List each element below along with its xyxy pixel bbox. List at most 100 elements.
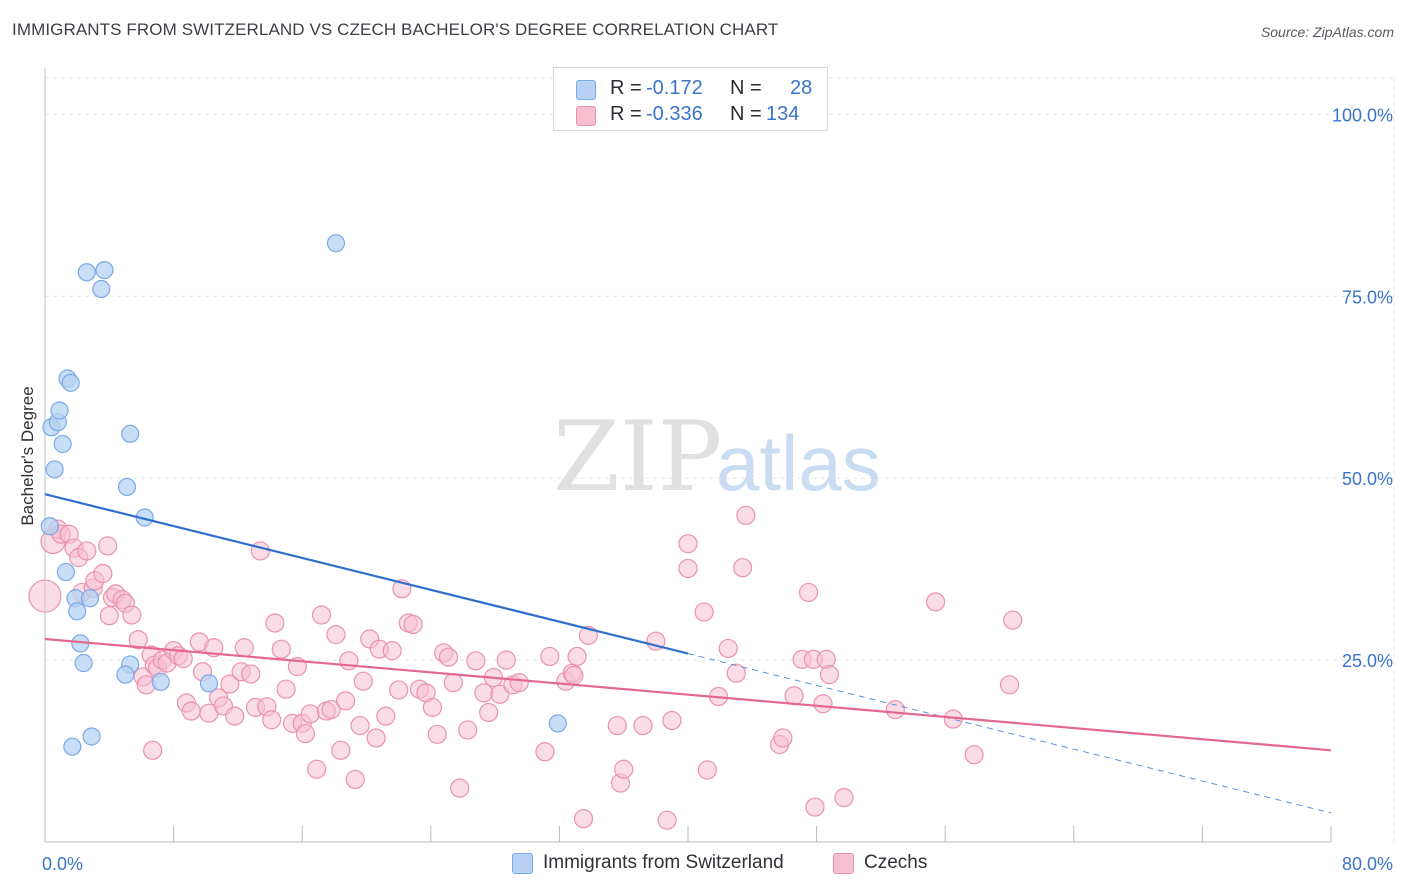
- czechs-point: [181, 701, 201, 721]
- czechs-point: [535, 742, 555, 762]
- czechs-point: [350, 715, 370, 736]
- czechs-point: [718, 638, 738, 659]
- series-switzerland-points: [40, 234, 567, 756]
- y-tick-label: 75.0%: [1342, 287, 1393, 307]
- switzerland-point: [50, 401, 69, 420]
- czechs-point: [726, 663, 746, 683]
- switzerland-point: [61, 373, 80, 392]
- czechs-swatch: [576, 106, 596, 126]
- legend-label: Immigrants from Switzerland: [543, 852, 784, 873]
- czechs-point: [98, 536, 118, 556]
- czechs-point: [496, 650, 516, 670]
- switzerland-point: [56, 562, 75, 582]
- czechs-point: [241, 664, 261, 684]
- trend-lines: [44, 493, 1332, 814]
- czechs-point: [607, 715, 627, 736]
- czechs-point: [336, 691, 356, 711]
- switzerland-point: [121, 424, 140, 443]
- stats-row-switzerland: R = -0.172 N = 28: [554, 76, 827, 102]
- czechs-point: [999, 675, 1020, 695]
- n-value: 28: [790, 77, 813, 99]
- czechs-point: [225, 706, 245, 726]
- czechs-point: [678, 558, 698, 579]
- czechs-point: [331, 740, 351, 760]
- n-key: N =: [730, 103, 762, 125]
- r-value: -0.172: [646, 77, 703, 99]
- stats-row-czechs: R = -0.336 N = 134: [554, 102, 827, 128]
- czechs-point: [276, 679, 296, 699]
- czechs-point: [813, 694, 833, 714]
- y-axis-label: Bachelor's Degree: [18, 386, 37, 525]
- x-tick-label: 80.0%: [1342, 854, 1393, 874]
- watermark: ZIP atlas: [553, 401, 881, 513]
- y-tick-label: 50.0%: [1342, 469, 1393, 489]
- czechs-point: [633, 715, 653, 736]
- czechs-point: [353, 671, 373, 691]
- czechs-point: [173, 649, 193, 669]
- czechs-point: [773, 728, 793, 748]
- czechs-point: [143, 740, 163, 760]
- czechs-point: [540, 646, 560, 667]
- czechs-point: [662, 710, 682, 731]
- czechs-point: [422, 697, 443, 717]
- czechs-point: [326, 625, 346, 645]
- czechs-point: [834, 788, 854, 808]
- czechs-point: [265, 613, 285, 633]
- source-note: Source: ZipAtlas.com: [1260, 24, 1394, 40]
- czechs-point: [250, 541, 271, 561]
- r-value: -0.336: [646, 103, 703, 125]
- czechs-point: [295, 723, 316, 744]
- r-key: R =: [610, 77, 642, 99]
- czechs-point: [573, 809, 594, 829]
- series-czechs-points: [28, 505, 1023, 830]
- czechs-point: [819, 665, 840, 685]
- czechs-point: [271, 639, 291, 659]
- switzerland-point: [326, 234, 346, 253]
- czechs-point: [427, 724, 447, 744]
- switzerland-point: [117, 477, 137, 497]
- axes: [44, 68, 1332, 843]
- czechs-point: [300, 704, 320, 724]
- czechs-point: [311, 605, 332, 625]
- czechs-point: [450, 778, 470, 798]
- czechs-point: [220, 674, 240, 694]
- switzerland-point: [82, 727, 101, 746]
- czechs-point: [733, 558, 753, 578]
- czechs-point: [345, 769, 365, 790]
- switzerland-point: [63, 737, 82, 756]
- legend-label: Czechs: [864, 852, 928, 873]
- watermark-atlas: atlas: [716, 419, 881, 507]
- chart-title: IMMIGRANTS FROM SWITZERLAND VS CZECH BAC…: [12, 20, 779, 39]
- czechs-point: [376, 706, 396, 726]
- switzerland-point: [199, 674, 219, 693]
- switzerland-point: [68, 602, 87, 621]
- czechs-point: [736, 505, 756, 525]
- czechs-point: [479, 702, 499, 723]
- switzerland-trend-extension: [687, 653, 1332, 814]
- n-value: 134: [766, 103, 800, 125]
- czechs-point: [1003, 610, 1023, 630]
- czechs-point: [466, 651, 486, 671]
- czechs-point: [798, 582, 819, 603]
- switzerland-point: [45, 460, 64, 479]
- stats-legend: R = -0.172 N = 28 R = -0.336 N = 134: [553, 67, 828, 131]
- czechs-point: [307, 759, 327, 779]
- czechs-point: [678, 534, 698, 554]
- czechs-point: [262, 710, 282, 730]
- switzerland-point: [151, 672, 170, 692]
- switzerland-point: [92, 279, 111, 299]
- czechs-point: [389, 680, 409, 700]
- n-key: N =: [730, 77, 762, 99]
- switzerland-point: [116, 665, 135, 684]
- czechs-point: [964, 745, 984, 765]
- czechs-point: [564, 665, 584, 685]
- switzerland-point: [80, 589, 100, 608]
- czechs-point: [77, 541, 97, 561]
- czechs-point: [321, 699, 341, 720]
- czechs-point: [614, 759, 634, 779]
- czechs-legend-swatch: [833, 853, 854, 874]
- czechs-point: [99, 606, 119, 626]
- switzerland-point: [77, 263, 96, 282]
- czechs-point: [366, 728, 386, 748]
